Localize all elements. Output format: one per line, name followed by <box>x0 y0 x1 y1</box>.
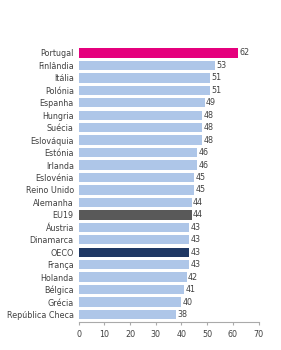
Bar <box>79 98 205 107</box>
Bar <box>79 86 210 95</box>
Bar <box>79 210 192 219</box>
Text: 43: 43 <box>191 235 200 244</box>
Bar <box>79 235 189 244</box>
Text: 46: 46 <box>198 161 208 169</box>
Bar <box>79 48 238 58</box>
Bar <box>79 298 182 307</box>
Bar <box>79 73 210 83</box>
Text: 42: 42 <box>188 273 198 282</box>
Bar <box>79 273 187 282</box>
Text: 43: 43 <box>191 248 200 257</box>
Text: 46: 46 <box>198 148 208 157</box>
Text: 62: 62 <box>239 48 249 57</box>
Text: 45: 45 <box>196 186 206 195</box>
Bar <box>79 198 192 207</box>
Bar <box>79 160 197 170</box>
Text: 44: 44 <box>193 198 203 207</box>
Text: 43: 43 <box>191 260 200 269</box>
Text: 44: 44 <box>193 210 203 219</box>
Bar <box>79 223 189 232</box>
Bar <box>79 247 189 257</box>
Text: 43: 43 <box>191 223 200 232</box>
Bar <box>79 310 176 319</box>
Text: 51: 51 <box>211 74 221 82</box>
Text: 40: 40 <box>183 298 193 307</box>
Text: 48: 48 <box>203 136 213 145</box>
Bar <box>79 285 184 294</box>
Text: 45: 45 <box>196 173 206 182</box>
Bar <box>79 111 202 120</box>
Text: 48: 48 <box>203 123 213 132</box>
Text: 41: 41 <box>185 285 195 294</box>
Text: 38: 38 <box>178 310 188 319</box>
Bar <box>79 61 215 70</box>
Bar <box>79 173 194 182</box>
Text: 49: 49 <box>206 98 216 107</box>
Bar <box>79 148 197 157</box>
Bar <box>79 135 202 145</box>
Text: 53: 53 <box>216 61 226 70</box>
Text: 51: 51 <box>211 86 221 95</box>
Bar <box>79 260 189 270</box>
Bar <box>79 123 202 132</box>
Bar <box>79 185 194 195</box>
Text: 48: 48 <box>203 111 213 120</box>
